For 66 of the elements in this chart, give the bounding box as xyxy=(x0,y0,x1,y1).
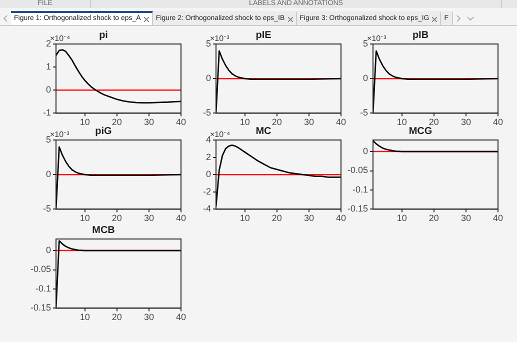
x-tick-label: 40 xyxy=(492,117,504,128)
y-tick-label: -0.1 xyxy=(352,184,368,194)
y-tick-label: -0.1 xyxy=(35,283,51,294)
x-tick-label: 10 xyxy=(80,117,90,128)
x-tick-label: 10 xyxy=(396,213,407,224)
x-tick-label: 20 xyxy=(428,213,439,224)
x-tick-label: 40 xyxy=(492,213,504,224)
y-tick-label: 5 xyxy=(362,38,368,48)
y-tick-label: 0 xyxy=(362,73,368,84)
y-tick-label: -0.05 xyxy=(30,264,51,274)
y-tick-label: 0 xyxy=(362,146,368,156)
chart-title: MC xyxy=(256,126,272,137)
chart-title: MCG xyxy=(408,126,432,137)
x-tick-label: 30 xyxy=(144,213,154,224)
x-tick-label: 40 xyxy=(176,117,186,128)
x-tick-label: 30 xyxy=(460,213,471,224)
chart-title: pIE xyxy=(256,30,272,41)
x-tick-label: 30 xyxy=(304,117,314,128)
y-tick-label: -0.15 xyxy=(30,302,51,313)
text: ×10⁻³ xyxy=(50,130,70,140)
y-tick-label: 0 xyxy=(206,169,211,180)
x-tick-label: 10 xyxy=(240,117,250,128)
x-tick-label: 10 xyxy=(396,117,407,128)
y-tick-label: 0 xyxy=(46,84,51,95)
x-tick-label: 40 xyxy=(336,117,346,128)
x-tick-label: 10 xyxy=(240,213,250,224)
x-tick-label: 10 xyxy=(80,312,90,322)
chart-title: MCB xyxy=(92,224,115,236)
y-tick-label: -0.05 xyxy=(347,165,368,176)
y-tick-label: -5 xyxy=(360,108,368,118)
y-tick-label: -2 xyxy=(202,186,211,196)
chart-title: piG xyxy=(95,126,112,137)
x-tick-label: 40 xyxy=(336,213,346,224)
y-tick-label: -5 xyxy=(202,108,211,118)
x-tick-label: 20 xyxy=(272,213,282,224)
x-tick-label: 30 xyxy=(144,312,154,322)
x-tick-label: 40 xyxy=(176,312,186,322)
x-tick-label: 20 xyxy=(112,312,122,322)
x-tick-label: 40 xyxy=(176,213,186,224)
y-tick-label: -4 xyxy=(202,204,211,214)
x-tick-label: 10 xyxy=(80,213,90,224)
y-tick-label: 2 xyxy=(206,152,211,162)
y-tick-label: 4 xyxy=(206,134,211,144)
y-tick-label: 2 xyxy=(46,38,51,48)
x-tick-label: 20 xyxy=(272,117,282,128)
x-tick-label: 20 xyxy=(112,213,122,224)
chart-title: pIB xyxy=(412,30,429,41)
y-tick-label: 0 xyxy=(206,73,211,84)
x-tick-label: 20 xyxy=(112,117,122,128)
x-tick-label: 20 xyxy=(428,117,439,128)
x-tick-label: 30 xyxy=(460,117,471,128)
y-tick-label: -1 xyxy=(42,108,51,118)
text: ×10⁻³ xyxy=(367,34,387,44)
y-tick-label: -0.15 xyxy=(347,204,368,214)
text: ×10⁻⁴ xyxy=(50,34,71,44)
x-tick-label: 30 xyxy=(304,213,314,224)
text: ×10⁻⁴ xyxy=(210,130,231,140)
y-tick-label: 0 xyxy=(46,245,51,256)
y-tick-label: 5 xyxy=(206,38,211,48)
y-tick-label: 0 xyxy=(46,169,51,180)
y-tick-label: 1 xyxy=(46,62,51,72)
y-tick-label: 5 xyxy=(46,134,51,144)
x-tick-label: 30 xyxy=(144,117,154,128)
chart-title: pi xyxy=(99,30,108,41)
y-tick-label: -5 xyxy=(42,204,51,214)
text: ×10⁻³ xyxy=(210,34,230,44)
